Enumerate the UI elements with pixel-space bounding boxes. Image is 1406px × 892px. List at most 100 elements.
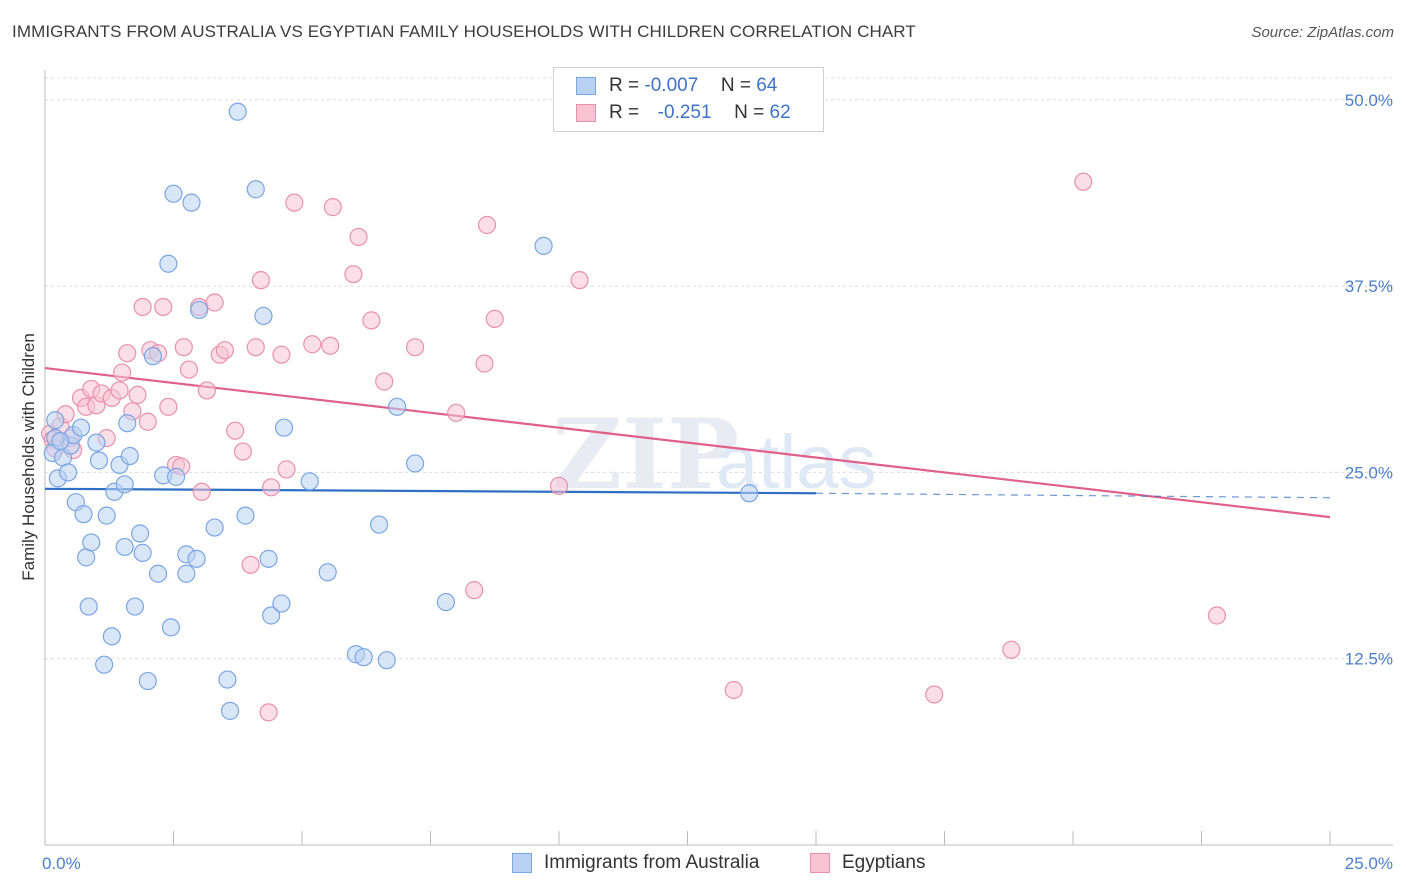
egyptians-point-45	[303, 335, 322, 354]
legend-n-value: 62	[769, 102, 791, 123]
egyptians-point-31	[197, 381, 217, 400]
egyptians-point-27	[174, 338, 193, 357]
bottom-legend-swatch-australia	[512, 853, 532, 873]
australia-point-41	[205, 518, 224, 537]
australia-point-5	[59, 463, 78, 482]
egyptians-point-50	[362, 311, 381, 330]
australia-point-9	[71, 418, 91, 437]
egyptians-point-60	[724, 680, 743, 700]
egyptians-point-32	[205, 293, 224, 312]
australia-point-13	[82, 533, 101, 552]
egyptians-point-58	[549, 476, 569, 495]
australia-point-38	[182, 193, 201, 212]
legend-n-label: N =	[734, 102, 765, 123]
chart-title: IMMIGRANTS FROM AUSTRALIA VS EGYPTIAN FA…	[12, 22, 916, 41]
y-tick-label-3: 50.0%	[1345, 91, 1393, 110]
australia-point-21	[115, 475, 134, 494]
egyptians-point-48	[344, 265, 363, 284]
egyptians-point-20	[138, 412, 157, 431]
egyptians-point-39	[251, 271, 270, 290]
egyptians-point-54	[465, 581, 484, 600]
australia-point-61	[534, 236, 553, 255]
australia-point-59	[405, 454, 425, 473]
australia-point-56	[370, 515, 389, 534]
australia-point-46	[246, 180, 265, 199]
australia-point-10	[74, 505, 93, 524]
series-australia-points	[43, 102, 759, 720]
egyptians-point-28	[179, 360, 199, 379]
australia-point-27	[133, 543, 152, 562]
australia-point-48	[259, 549, 278, 568]
legend-swatch-egyptians	[576, 104, 596, 122]
australia-point-62	[740, 484, 759, 503]
australia-point-45	[236, 506, 255, 525]
trend-line-australia	[44, 487, 817, 495]
australia-point-22	[115, 537, 134, 557]
australia-point-57	[377, 651, 396, 670]
australia-point-24	[120, 446, 139, 466]
egyptians-point-49	[349, 227, 368, 247]
legend-text-egyptians: R = -0.251 N = 62	[609, 102, 791, 124]
australia-point-29	[143, 347, 163, 366]
egyptians-point-62	[1002, 640, 1021, 659]
egyptians-point-47	[323, 198, 342, 217]
australia-point-49	[262, 606, 281, 625]
egyptians-point-23	[154, 297, 173, 317]
australia-point-47	[254, 306, 273, 326]
bottom-legend-label-australia: Immigrants from Australia	[544, 852, 760, 873]
australia-point-23	[118, 414, 137, 433]
australia-point-53	[318, 563, 337, 582]
australia-point-12	[79, 597, 98, 616]
trend-line-egyptians	[44, 366, 1331, 519]
legend-r-value: -0.251	[657, 102, 712, 123]
y-tick-label-1: 25.0%	[1345, 463, 1393, 482]
y-tick-labels: 12.5% 25.0% 37.5% 50.0%	[1345, 91, 1393, 669]
legend-n-label: N =	[720, 75, 751, 96]
correlation-legend: R = -0.007 N = 64 R = -0.251 N = 62	[553, 67, 824, 132]
trend-line-australia-extension	[815, 492, 1331, 499]
australia-point-30	[148, 564, 168, 583]
egyptians-point-64	[1207, 606, 1227, 625]
egyptians-point-16	[118, 344, 137, 363]
egyptians-point-35	[226, 421, 245, 440]
australia-point-32	[159, 254, 178, 273]
australia-point-15	[89, 451, 109, 470]
watermark-zip: ZIP	[552, 398, 739, 511]
australia-point-52	[300, 472, 319, 491]
australia-point-34	[164, 184, 183, 203]
y-tick-label-0: 12.5%	[1345, 650, 1393, 669]
australia-point-0	[46, 411, 65, 430]
australia-point-50	[272, 594, 291, 613]
egyptians-point-30	[192, 482, 211, 501]
legend-n-value: 64	[756, 75, 778, 96]
australia-point-37	[177, 564, 196, 583]
egyptians-point-14	[110, 381, 129, 400]
australia-point-60	[436, 592, 456, 612]
australia-point-40	[190, 300, 209, 320]
egyptians-point-53	[447, 403, 466, 422]
egyptians-point-57	[485, 309, 504, 328]
y-axis-label: Family Households with Children	[19, 333, 38, 581]
egyptians-point-43	[277, 460, 296, 479]
egyptians-point-34	[215, 341, 234, 360]
australia-point-28	[138, 671, 157, 691]
australia-point-51	[274, 418, 294, 437]
australia-point-16	[95, 655, 114, 674]
series-egyptians-points	[41, 172, 1227, 722]
egyptians-point-44	[285, 193, 304, 212]
x-tick-label-min: 0.0%	[42, 854, 81, 873]
legend-swatch-australia	[576, 77, 596, 95]
egyptians-point-37	[241, 555, 260, 574]
egyptians-point-51	[375, 372, 394, 391]
egyptians-point-38	[246, 338, 265, 357]
trend-lines	[44, 366, 1331, 519]
bottom-legend-label-egyptians: Egyptians	[842, 852, 926, 873]
egyptians-point-24	[159, 397, 178, 416]
egyptians-point-63	[1074, 172, 1093, 191]
australia-point-25	[125, 597, 145, 616]
egyptians-point-46	[321, 336, 340, 355]
egyptians-point-52	[405, 338, 425, 357]
egyptians-point-36	[233, 442, 252, 461]
australia-point-14	[87, 433, 106, 452]
